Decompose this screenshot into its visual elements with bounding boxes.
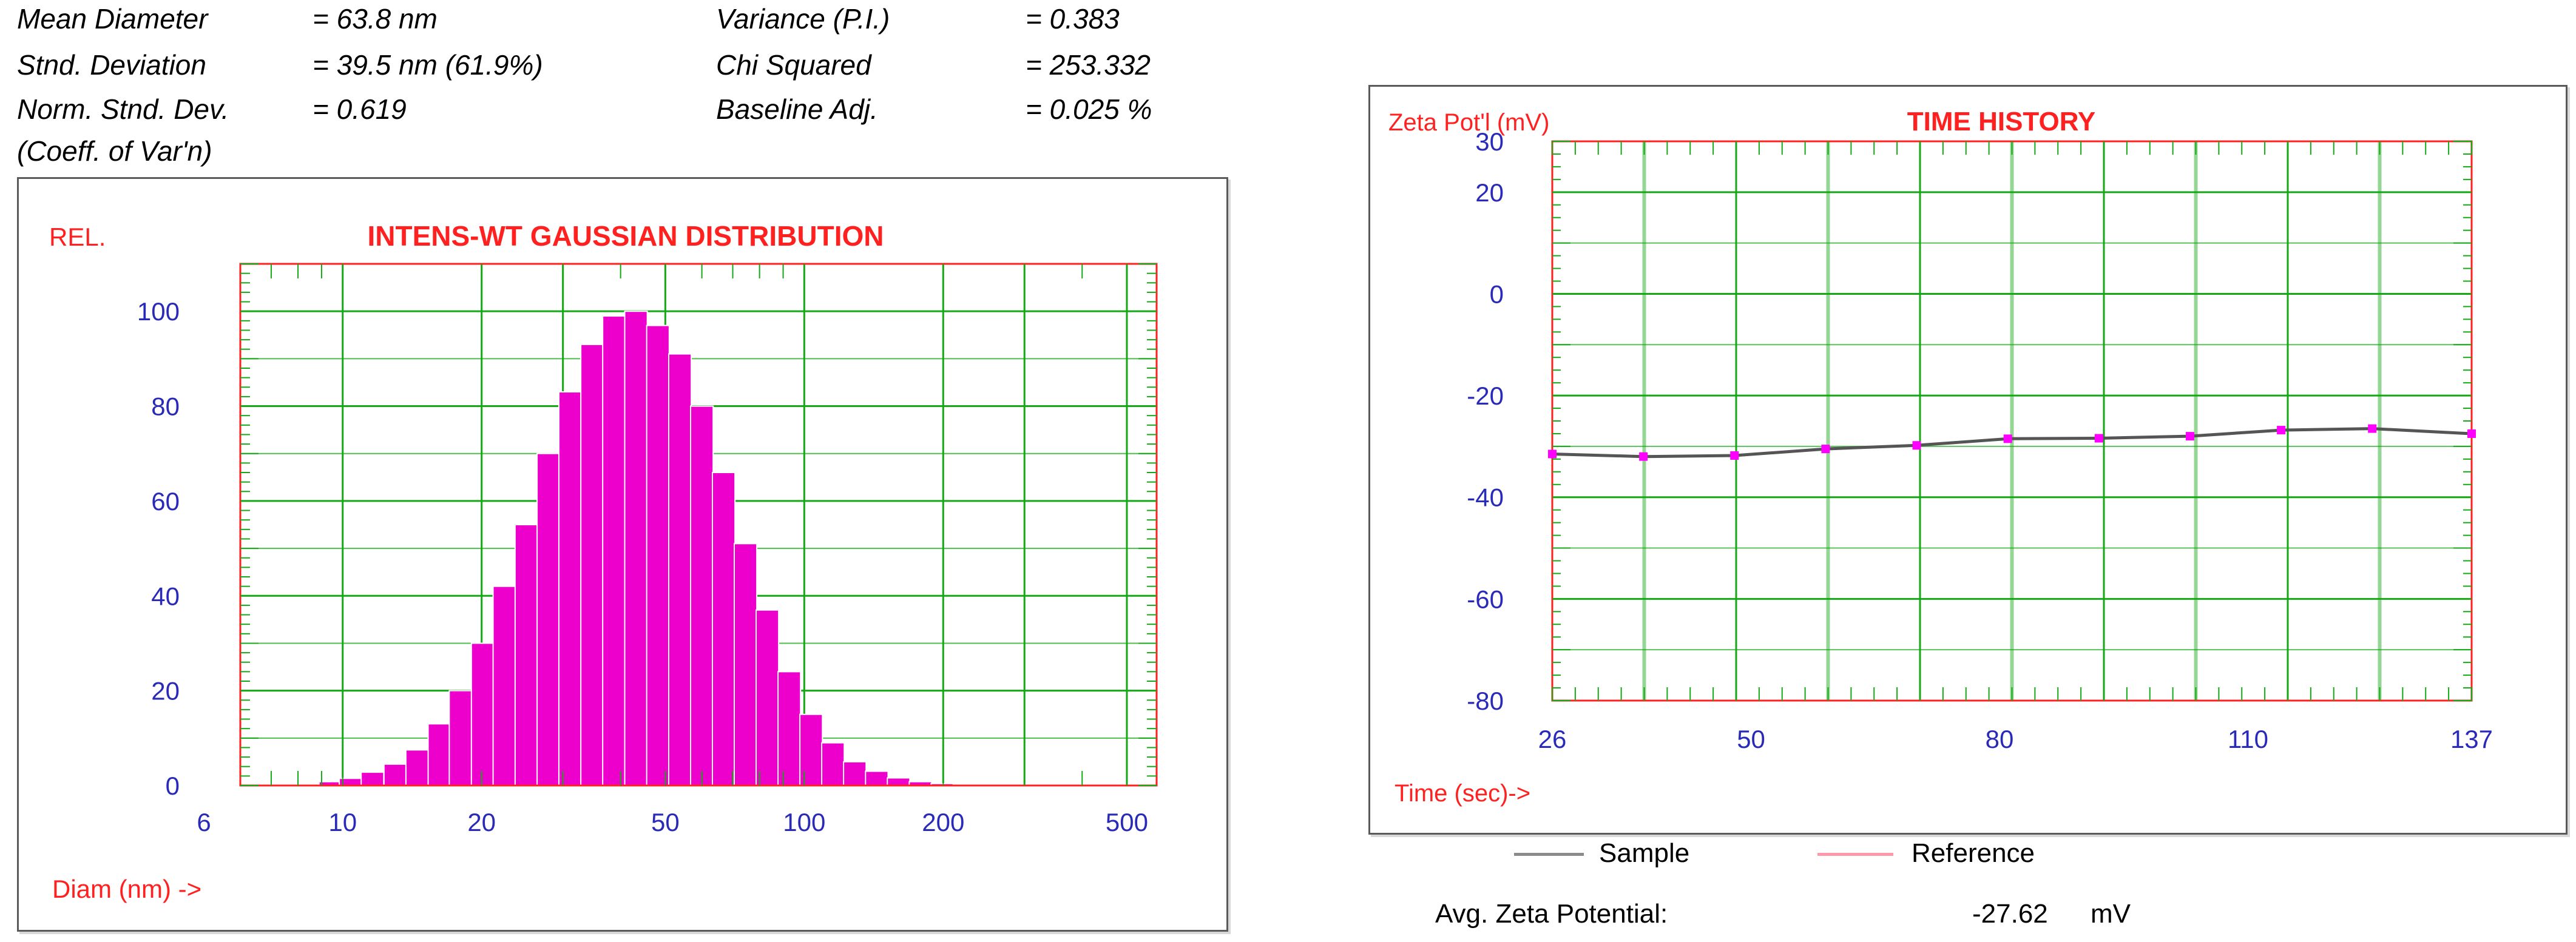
y-tick-label: 80 <box>151 392 180 421</box>
chi-squared-label: Chi Squared <box>716 49 871 81</box>
sample-legend-swatch <box>1514 853 1584 856</box>
sample-data-point <box>1548 449 1557 459</box>
y-tick-label: -80 <box>1467 687 1504 715</box>
x-tick-label: 500 <box>1106 808 1148 836</box>
sample-data-point <box>2003 434 2012 443</box>
histogram-bar <box>514 524 538 786</box>
x-tick-label: 137 <box>2450 725 2493 753</box>
time-history-chart-panel: Zeta Pot'l (mV) TIME HISTORY 30 20 0 -20 -40… <box>1368 85 2568 835</box>
histogram-bar <box>448 690 473 786</box>
norm-std-dev-label: Norm. Stnd. Dev. <box>17 93 229 125</box>
histogram-bar <box>383 763 407 786</box>
avg-zeta-label: Avg. Zeta Potential: <box>1435 899 1668 929</box>
y-tick-label: 60 <box>151 487 180 516</box>
x-tick-label: 50 <box>651 808 680 836</box>
y-tick-label: 0 <box>166 772 180 800</box>
x-tick-label: 50 <box>1737 725 1765 753</box>
y-tick-label: 20 <box>151 677 180 705</box>
std-deviation-label: Stnd. Deviation <box>17 49 206 81</box>
distribution-chart-panel: REL. INTENS-WT GAUSSIAN DISTRIBUTION 0 20… <box>17 177 1228 932</box>
x-tick-label: 6 <box>197 808 211 836</box>
histogram-bar <box>799 713 823 787</box>
sample-legend-label: Sample <box>1599 838 1690 868</box>
sample-data-point <box>1639 452 1648 461</box>
x-tick-label: 80 <box>1986 725 2014 753</box>
histogram-bar <box>887 777 911 786</box>
x-tick-label: 10 <box>328 808 357 836</box>
time-history-title: TIME HISTORY <box>1907 107 2095 136</box>
histogram-bar <box>843 761 867 787</box>
x-tick-label: 26 <box>1538 725 1567 753</box>
sample-data-point <box>1730 451 1739 460</box>
y-tick-label: 100 <box>137 297 180 326</box>
statistics-block: Mean Diameter = 63.8 nm Stnd. Deviation … <box>0 0 1274 170</box>
baseline-adj-label: Baseline Adj. <box>716 93 878 125</box>
histogram-bar <box>360 772 385 786</box>
avg-zeta-value: -27.62 <box>1972 899 2048 929</box>
histogram-bar <box>711 472 736 786</box>
sample-data-point <box>2094 434 2103 443</box>
y-tick-label: -20 <box>1467 382 1504 410</box>
sample-data-point <box>2185 432 2194 441</box>
norm-std-dev-value: = 0.619 <box>313 93 407 125</box>
variance-label: Variance (P.I.) <box>716 3 890 35</box>
std-deviation-value: = 39.5 nm (61.9%) <box>313 49 543 81</box>
sample-data-point <box>2277 426 2286 435</box>
reference-legend-label: Reference <box>1912 838 2035 868</box>
histogram-bar <box>580 343 604 786</box>
histogram-bar <box>405 749 430 787</box>
time-history-chart: Zeta Pot'l (mV) TIME HISTORY 30 20 0 -20 -40… <box>1388 107 2493 807</box>
histogram-bar <box>865 770 889 787</box>
histogram-bar <box>756 609 780 787</box>
time-history-ylabel: Zeta Pot'l (mV) <box>1388 109 1549 136</box>
distribution-xlabel: Diam (nm) -> <box>52 875 201 903</box>
x-tick-label: 20 <box>467 808 496 836</box>
histogram-bar <box>733 543 758 786</box>
histogram-bar <box>690 405 714 786</box>
distribution-plot-frame <box>239 263 1158 787</box>
distribution-chart: REL. INTENS-WT GAUSSIAN DISTRIBUTION 0 20… <box>49 220 1158 903</box>
x-tick-label: 110 <box>2228 725 2268 753</box>
histogram-bar <box>427 723 451 787</box>
mean-diameter-label: Mean Diameter <box>17 3 208 35</box>
y-tick-label: -40 <box>1467 483 1504 512</box>
histogram-bar <box>777 671 802 787</box>
y-tick-label: 30 <box>1475 127 1504 156</box>
histogram-bar <box>492 585 516 786</box>
histogram-bar <box>821 742 845 786</box>
sample-data-point <box>2368 424 2377 433</box>
mean-diameter-value: = 63.8 nm <box>313 3 438 35</box>
y-tick-label: -60 <box>1467 585 1504 613</box>
x-tick-label: 100 <box>783 808 825 836</box>
distribution-title: INTENS-WT GAUSSIAN DISTRIBUTION <box>368 220 884 252</box>
time-history-xlabel: Time (sec)-> <box>1394 780 1530 807</box>
variance-value: = 0.383 <box>1026 3 1120 35</box>
histogram-bar <box>558 391 583 787</box>
histogram-bar <box>668 353 692 786</box>
sample-data-point <box>1821 445 1830 454</box>
histogram-bar <box>536 452 561 786</box>
sample-data-point <box>1912 441 1921 450</box>
histogram-bar <box>624 311 648 786</box>
coeff-var-label: (Coeff. of Var'n) <box>17 135 212 167</box>
histogram-bar <box>646 325 670 787</box>
reference-legend-swatch <box>1817 853 1893 856</box>
avg-zeta-unit: mV <box>2091 899 2131 929</box>
histogram-bar <box>602 315 626 786</box>
y-tick-label: 20 <box>1475 178 1504 207</box>
x-tick-label: 200 <box>922 808 964 836</box>
chi-squared-value: = 253.332 <box>1026 49 1151 81</box>
distribution-ylabel: REL. <box>49 223 106 251</box>
baseline-adj-value: = 0.025 % <box>1026 93 1152 125</box>
sample-data-point <box>2467 429 2476 438</box>
histogram-bar <box>470 642 495 786</box>
y-tick-label: 0 <box>1490 280 1504 308</box>
y-tick-label: 40 <box>151 582 180 610</box>
